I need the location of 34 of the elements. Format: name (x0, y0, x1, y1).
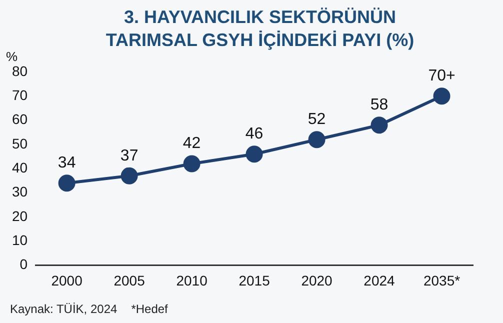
text: Kaynak: TÜİK, 2024 (10, 302, 118, 316)
y-tick-label: 60 (12, 111, 28, 128)
y-tick-label: 10 (12, 232, 28, 248)
data-label: 58 (370, 96, 388, 114)
y-tick-label: 30 (12, 184, 28, 200)
x-tick-label: 2010 (176, 272, 208, 288)
x-tick-label: 2000 (51, 272, 83, 288)
data-label: 70+ (428, 68, 456, 85)
point (120, 167, 138, 184)
y-tick-label: 50 (12, 135, 28, 152)
data-label: 52 (308, 111, 326, 128)
y-tick-label: 80 (12, 62, 28, 79)
point (370, 116, 388, 134)
y-tick-label: 70 (12, 87, 28, 104)
data-label: 42 (182, 135, 201, 152)
point (58, 174, 76, 192)
data-label: 46 (245, 126, 264, 143)
y-tick-label: 40 (12, 159, 28, 176)
x-tick-label: 2024 (364, 272, 396, 288)
point (433, 88, 450, 105)
y-axis-title: % (6, 49, 18, 64)
y-tick-label: 0 (20, 256, 28, 272)
point (308, 131, 326, 148)
x-tick-label: 2015 (238, 272, 270, 288)
data-label: 34 (58, 154, 76, 172)
data-label: 37 (120, 147, 138, 164)
x-tick-label: 2005 (114, 272, 146, 288)
point (183, 155, 200, 172)
y-tick-label: 20 (12, 208, 28, 224)
x-tick-label: 2035* (423, 272, 461, 288)
x-tick-label: 2020 (301, 272, 333, 288)
text: *Hedef (131, 302, 168, 316)
point (246, 146, 263, 163)
chart-title: 3. HAYVANCILIK SEKTÖRÜNÜN TARIMSAL GSYH İÇİNDEKİ PAYI (%) (104, 6, 416, 52)
